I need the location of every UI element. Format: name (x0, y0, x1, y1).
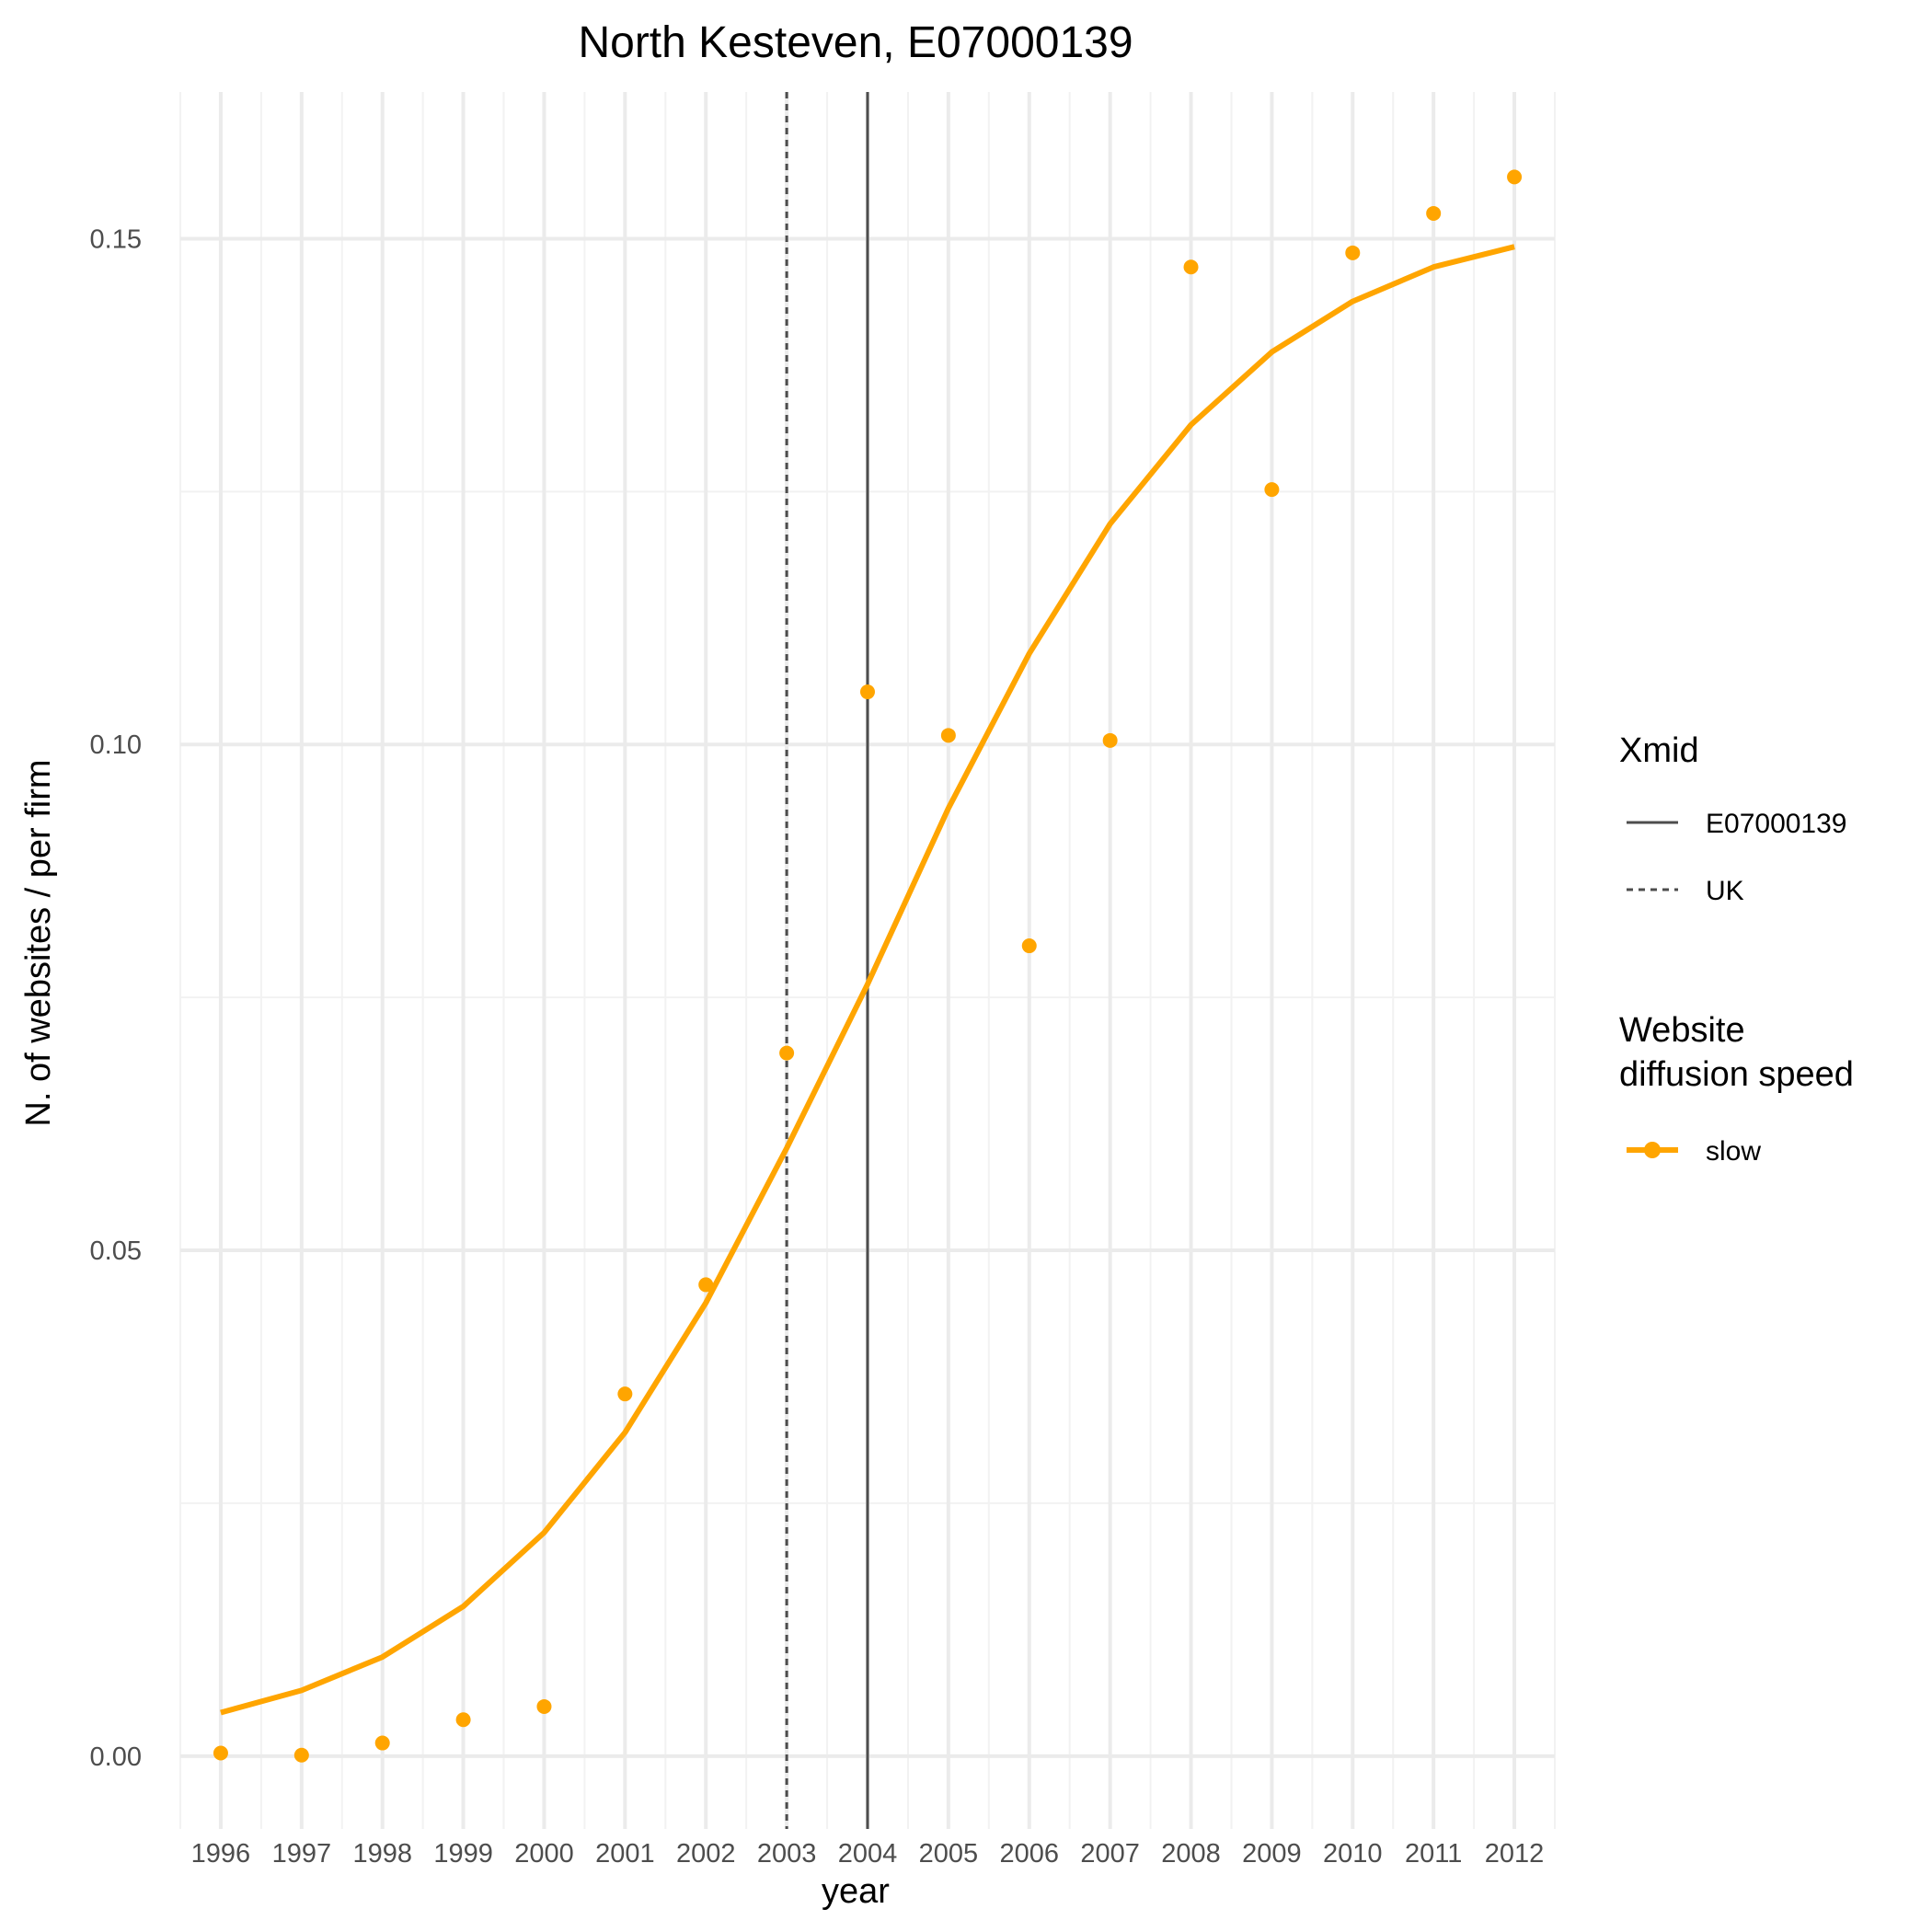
data-point (293, 1747, 309, 1763)
legend-title-speed-line1: Website (1619, 1011, 1745, 1050)
y-tick-label: 0.00 (90, 1742, 142, 1772)
x-tick-label: 2005 (919, 1839, 979, 1869)
y-tick-label: 0.05 (90, 1236, 142, 1266)
data-point (1345, 245, 1361, 260)
grid-minor (179, 92, 1556, 1829)
legend-label-e07000139: E07000139 (1706, 809, 1847, 839)
data-point (1183, 259, 1199, 275)
x-tick-label: 2010 (1323, 1839, 1383, 1869)
legend-title-speed-line2: diffusion speed (1619, 1055, 1854, 1094)
y-tick-label: 0.10 (90, 730, 142, 760)
data-point (536, 1698, 552, 1714)
series-points (213, 169, 1523, 1763)
series-line-slow (220, 244, 1515, 1716)
series-lines (220, 244, 1515, 1716)
x-tick-label: 1996 (191, 1839, 251, 1869)
data-point (779, 1045, 795, 1061)
x-tick-label: 2008 (1161, 1839, 1221, 1869)
x-tick-label: 2009 (1242, 1839, 1302, 1869)
data-point (455, 1712, 471, 1728)
x-tick-label: 2006 (1000, 1839, 1060, 1869)
y-axis-title: N. of websites / per firm (19, 759, 58, 1126)
y-tick-labels: 0.00 0.05 0.10 0.15 (90, 224, 142, 1771)
x-tick-label: 2012 (1485, 1839, 1545, 1869)
legend-title-xmid: Xmid (1619, 731, 1699, 770)
data-point (940, 728, 956, 743)
x-tick-label: 2001 (595, 1839, 655, 1869)
y-tick-label: 0.15 (90, 224, 142, 254)
legend: Xmid E07000139 UK Website diffusion spee… (1619, 731, 1854, 1167)
data-point (860, 684, 875, 700)
x-tick-label: 2011 (1405, 1839, 1462, 1869)
data-point (213, 1745, 228, 1761)
reference-lines (785, 92, 869, 1829)
data-point (617, 1386, 633, 1402)
x-tick-label: 2004 (838, 1839, 898, 1869)
x-tick-label: 2003 (757, 1839, 817, 1869)
x-tick-label: 2002 (676, 1839, 736, 1869)
legend-label-uk: UK (1706, 876, 1744, 906)
chart-title: North Kesteven, E07000139 (578, 18, 1133, 67)
legend-key-slow-point (1644, 1142, 1661, 1158)
x-tick-label: 1997 (272, 1839, 332, 1869)
x-tick-labels: 1996 1997 1998 1999 2000 2001 2002 2003 2004 2005… (191, 1839, 1545, 1869)
data-point (1426, 205, 1442, 221)
x-tick-label: 1998 (352, 1839, 412, 1869)
legend-label-slow: slow (1706, 1136, 1761, 1167)
data-point (1264, 482, 1280, 498)
x-tick-label: 1999 (433, 1839, 493, 1869)
data-point (1507, 169, 1523, 185)
x-tick-label: 2000 (514, 1839, 574, 1869)
data-point (1021, 938, 1037, 954)
x-tick-label: 2007 (1080, 1839, 1140, 1869)
x-axis-title: year (822, 1872, 890, 1911)
data-point (698, 1277, 714, 1293)
data-point (374, 1735, 390, 1751)
data-point (1102, 732, 1118, 748)
